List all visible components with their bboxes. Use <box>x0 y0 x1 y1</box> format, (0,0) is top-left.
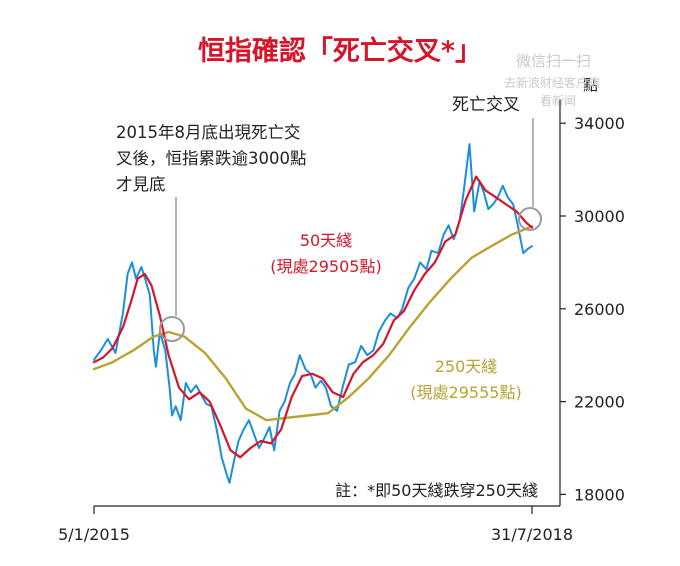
y-tick-label: 34000 <box>574 114 625 133</box>
series-note-ma50: (現處29505點) <box>270 257 381 276</box>
chart-footnote: 註：*即50天綫跌穿250天綫 <box>335 481 538 500</box>
series-note-ma250: (現處29555點) <box>410 383 521 402</box>
watermark-line3: 看新闻 <box>540 94 577 108</box>
y-tick-label: 26000 <box>574 300 625 319</box>
series-layer <box>92 143 534 484</box>
watermark-line1: 微信扫一扫 <box>516 52 592 70</box>
series-line-hsi <box>93 143 533 484</box>
watermark-line2: 去新浪财经客户端 <box>504 76 601 90</box>
y-axis-unit: 點 <box>583 76 598 94</box>
annotation-death-cross: 死亡交叉 <box>452 95 520 115</box>
y-axis-ticks: 18000 22000 26000 30000 34000 <box>560 114 625 504</box>
x-tick-label: 31/7/2018 <box>491 525 573 544</box>
annotation-aug2015-line1: 2015年8月底出現死亡交 <box>116 123 301 142</box>
series-label-ma50: 50天綫 <box>300 231 352 250</box>
x-axis-ticks: 5/1/2015 31/7/2018 <box>58 506 573 544</box>
series-label-ma250: 250天綫 <box>435 357 498 376</box>
y-tick-label: 18000 <box>574 485 625 504</box>
x-tick-label: 5/1/2015 <box>58 525 130 544</box>
death-cross-marker-2015 <box>159 316 185 342</box>
death-cross-marker-2018 <box>518 207 542 231</box>
y-tick-label: 30000 <box>574 207 625 226</box>
annotation-aug2015-line3: 才見底 <box>116 175 166 194</box>
chart-title: 恒指確認「死亡交叉*」 <box>198 35 482 67</box>
series-line-ma50 <box>92 175 534 459</box>
annotation-aug2015-line2: 叉後，恒指累跌逾3000點 <box>116 149 307 168</box>
y-tick-label: 22000 <box>574 393 625 412</box>
